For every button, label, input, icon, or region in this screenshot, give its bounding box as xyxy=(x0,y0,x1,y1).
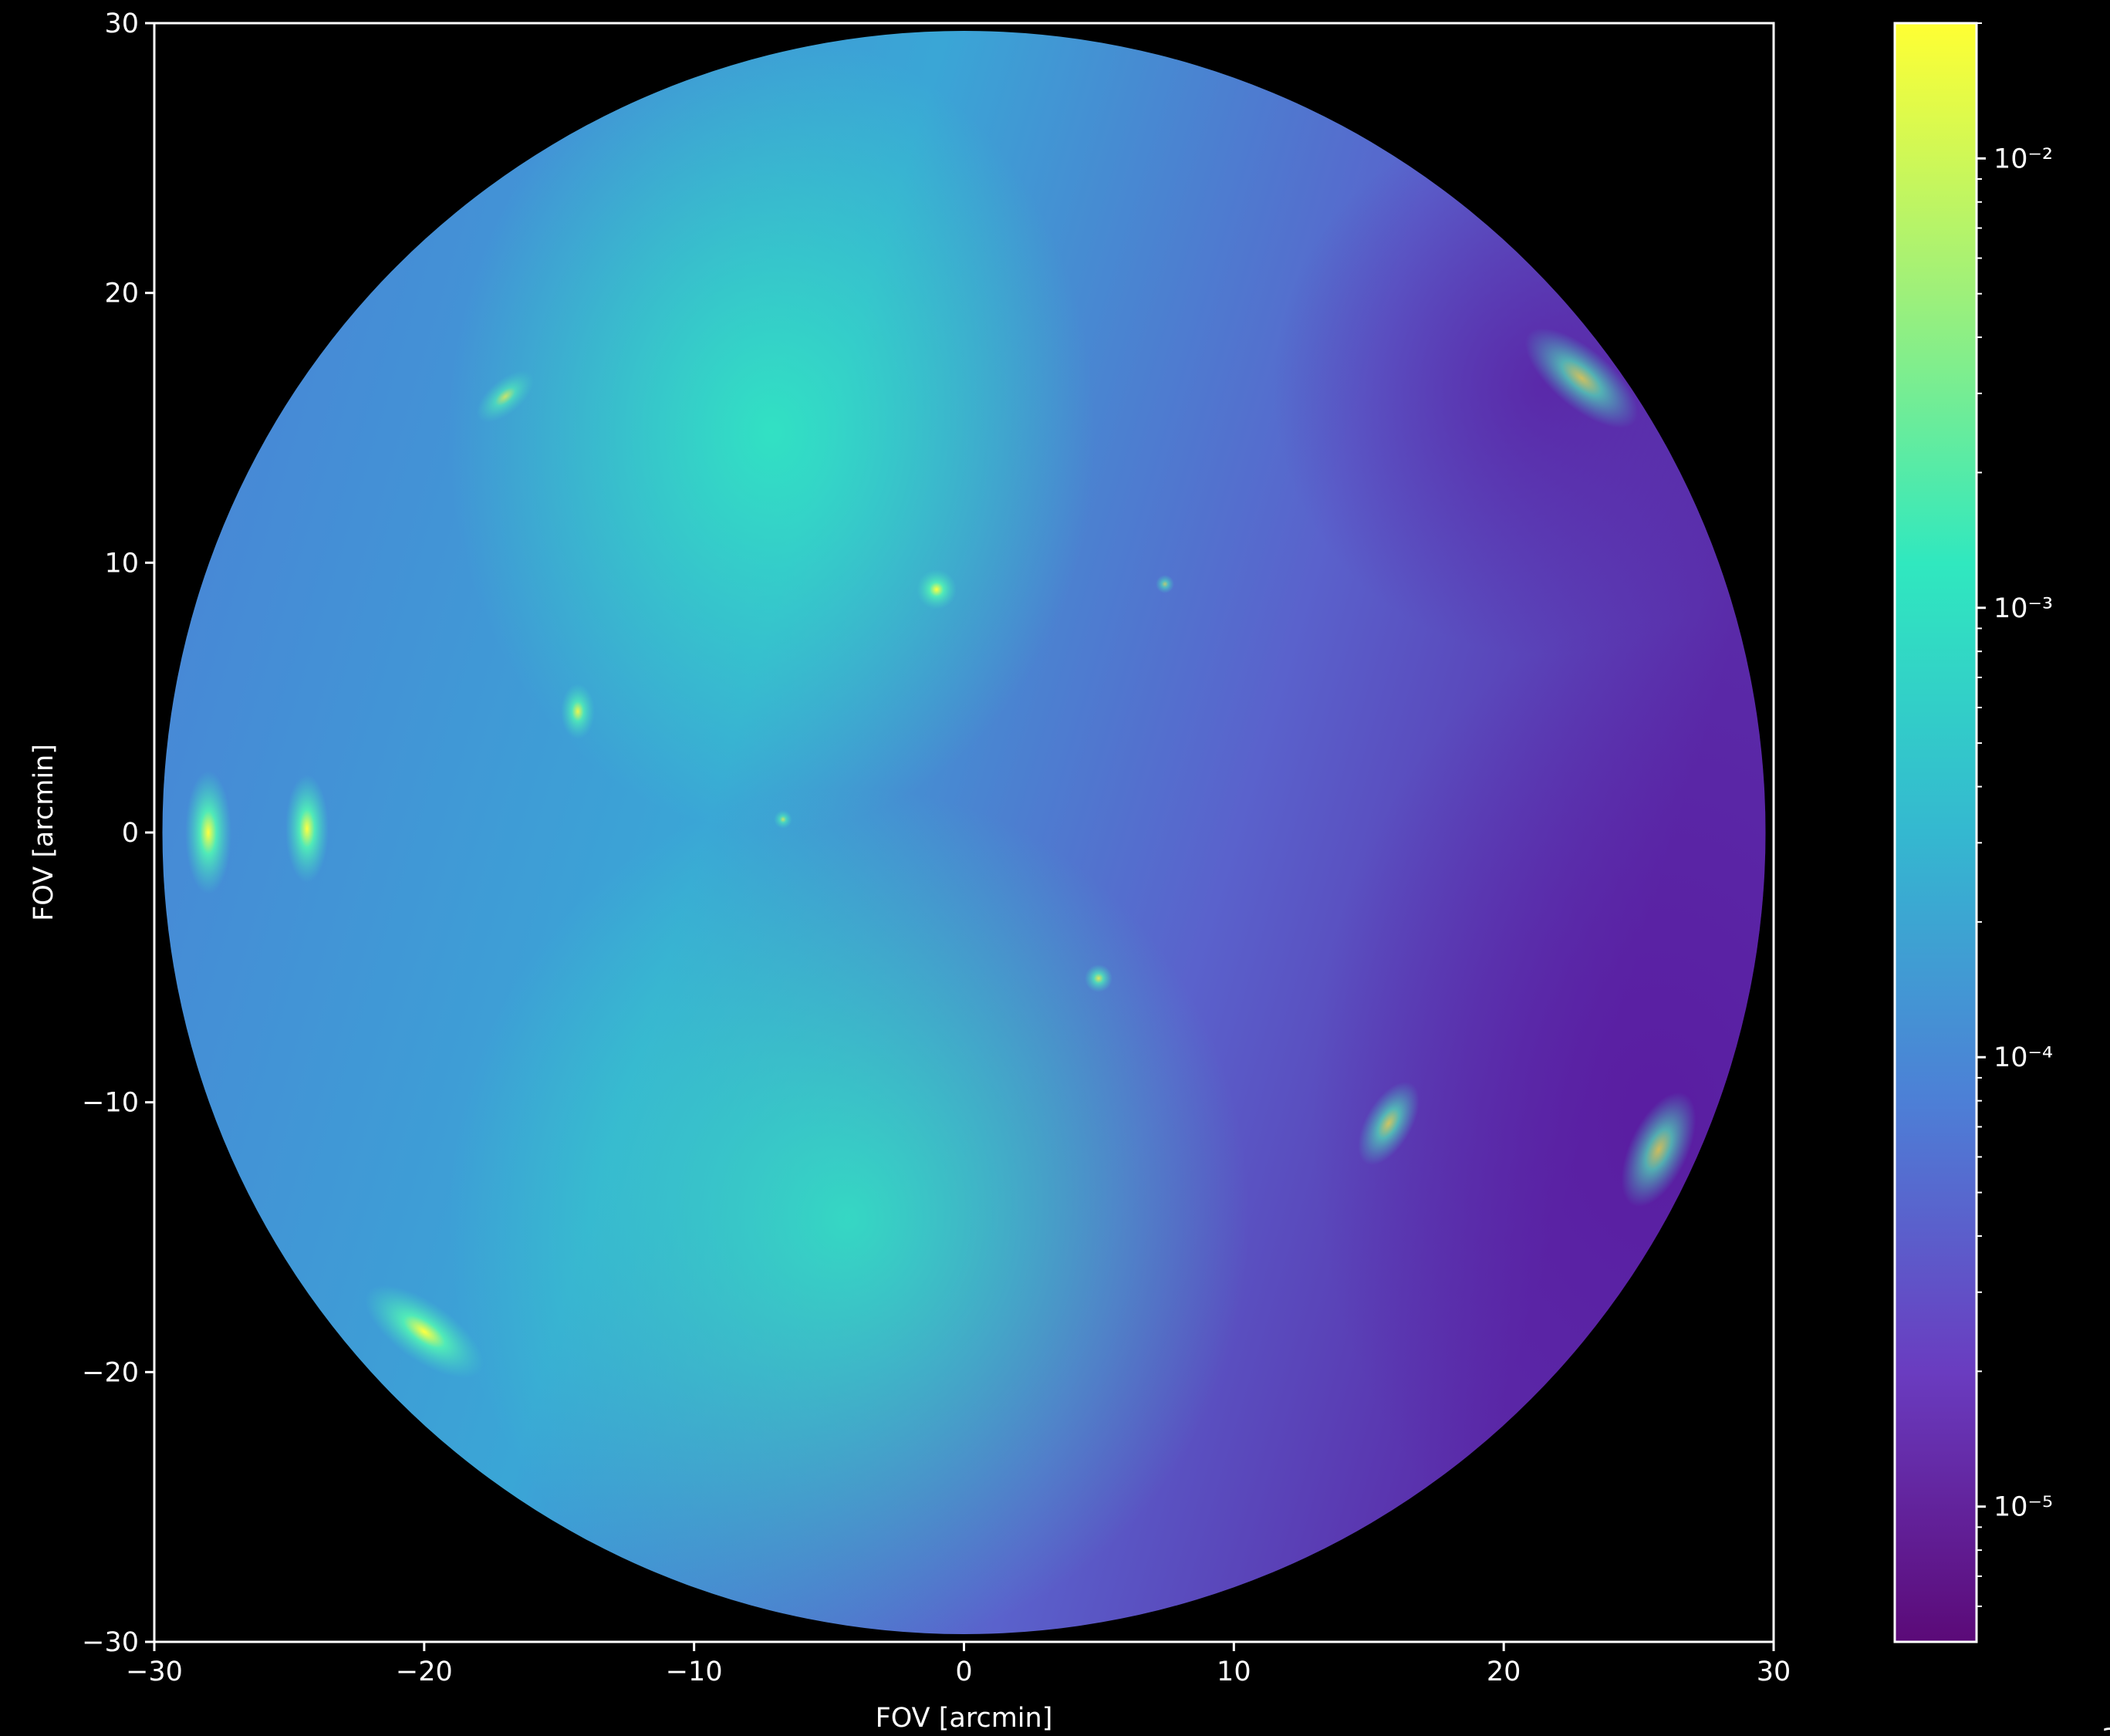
y-tick-label: 10 xyxy=(104,548,139,579)
corner-annotation: 3 xyxy=(2102,1724,2110,1736)
y-tick-label: 30 xyxy=(104,8,139,39)
x-tick-label: 0 xyxy=(955,1657,972,1687)
x-tick-label: −20 xyxy=(396,1657,453,1687)
heatmap-image xyxy=(154,23,2006,1651)
x-tick-label: 20 xyxy=(1487,1657,1521,1687)
y-tick-label: −10 xyxy=(82,1088,139,1119)
y-tick-label: 0 xyxy=(122,818,139,849)
y-tick-label: 20 xyxy=(104,279,139,309)
x-tick-label: −10 xyxy=(666,1657,723,1687)
page: {"chart_data": {"type": "heatmap", "xlab… xyxy=(0,0,2110,1736)
colorbar xyxy=(1895,23,1977,1642)
x-tick-label: 10 xyxy=(1217,1657,1251,1687)
chart: FOV [arcmin] FOV [arcmin] 3 −30 −20 −10 0 10… xyxy=(0,0,2110,1736)
x-tick-label: −30 xyxy=(126,1657,183,1687)
y-axis-label: FOV [arcmin] xyxy=(29,744,59,921)
y-tick-label: −20 xyxy=(82,1357,139,1388)
colorbar-tick-label: 10⁻⁵ xyxy=(1994,1492,2053,1523)
colorbar-tick-label: 10⁻² xyxy=(1994,144,2053,174)
colorbar-tick-label: 10⁻⁴ xyxy=(1994,1042,2053,1073)
y-tick-label: −30 xyxy=(82,1627,139,1658)
x-tick-label: 30 xyxy=(1757,1657,1791,1687)
x-axis-label: FOV [arcmin] xyxy=(876,1703,1053,1734)
colorbar-tick-label: 10⁻³ xyxy=(1994,593,2053,624)
